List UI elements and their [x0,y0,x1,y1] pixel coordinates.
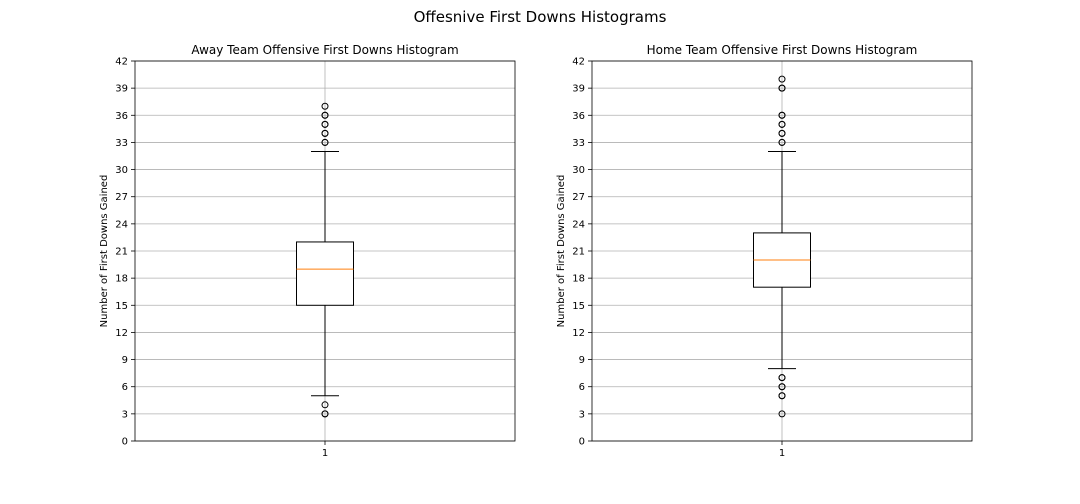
y-tick-label: 39 [572,84,585,95]
y-tick-label: 42 [115,57,128,68]
y-tick-label: 21 [115,247,128,258]
subplot-title: Away Team Offensive First Downs Histogra… [191,43,458,57]
y-tick-label: 6 [122,382,128,393]
outlier-point [778,374,786,382]
y-tick-label: 18 [115,274,128,285]
outlier-point [321,102,329,110]
outlier-point [778,383,786,391]
figure-title: Offesnive First Downs Histograms [414,8,667,26]
y-tick-label: 9 [579,355,585,366]
y-axis-label: Number of First Downs Gained [99,175,110,328]
y-tick-label: 33 [572,138,585,149]
y-tick-label: 12 [115,328,128,339]
y-tick-label: 0 [122,437,128,448]
outlier-point [778,392,786,400]
outlier-point [778,129,786,137]
outlier-point [321,129,329,137]
y-tick-label: 27 [572,192,585,203]
y-tick-label: 15 [115,301,128,312]
y-tick-label: 21 [572,247,585,258]
outlier-point [321,401,329,409]
outlier-point [778,138,786,146]
y-tick-label: 24 [115,219,128,230]
x-tick-label: 1 [779,448,785,459]
outlier-point [778,410,786,418]
outlier-point [321,111,329,119]
y-axis-label: Number of First Downs Gained [556,175,567,328]
y-tick-label: 33 [115,138,128,149]
y-tick-label: 42 [572,57,585,68]
y-tick-label: 3 [122,409,128,420]
y-tick-label: 39 [115,84,128,95]
x-tick-label: 1 [322,448,328,459]
outlier-point [321,138,329,146]
subplot-title: Home Team Offensive First Downs Histogra… [647,43,918,57]
outlier-point [778,84,786,92]
outlier-point [778,120,786,128]
y-tick-label: 18 [572,274,585,285]
outlier-point [778,75,786,83]
y-tick-label: 30 [572,165,585,176]
y-tick-label: 15 [572,301,585,312]
y-tick-label: 9 [122,355,128,366]
y-tick-label: 12 [572,328,585,339]
y-tick-label: 36 [115,111,128,122]
outlier-point [778,111,786,119]
y-tick-label: 30 [115,165,128,176]
outlier-point [321,410,329,418]
y-tick-label: 0 [579,437,585,448]
y-tick-label: 36 [572,111,585,122]
iqr-box [296,241,354,306]
outlier-point [321,120,329,128]
y-tick-label: 24 [572,219,585,230]
y-tick-label: 27 [115,192,128,203]
y-tick-label: 6 [579,382,585,393]
y-tick-label: 3 [579,409,585,420]
